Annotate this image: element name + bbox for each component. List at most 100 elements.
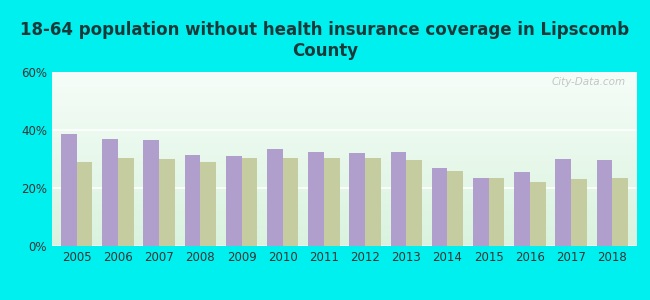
Bar (52, 149, 637, 150)
Bar (52, 122, 637, 123)
Bar (52, 199, 637, 200)
Bar (597, 160, 612, 246)
Bar (52, 72, 637, 73)
Bar (52, 123, 637, 124)
Bar (447, 171, 463, 246)
Bar (52, 73, 637, 74)
Bar (52, 80, 637, 81)
Bar (52, 157, 637, 158)
Bar (52, 220, 637, 221)
Bar (52, 93, 637, 94)
Bar (52, 174, 637, 175)
Bar (52, 173, 637, 174)
Bar (52, 233, 637, 234)
Bar (52, 126, 637, 127)
Bar (52, 153, 637, 154)
Bar (52, 92, 637, 93)
Bar (52, 245, 637, 246)
Bar (52, 232, 637, 233)
Bar (52, 212, 637, 213)
Bar (52, 154, 637, 155)
Bar (52, 139, 637, 140)
Bar (52, 103, 637, 104)
Bar (52, 172, 637, 173)
Bar (52, 132, 637, 133)
Bar (52, 85, 637, 86)
Bar (52, 211, 637, 212)
Bar (52, 138, 637, 139)
Bar (52, 161, 637, 162)
Bar (52, 209, 637, 210)
Bar (200, 162, 216, 246)
Bar (52, 240, 637, 241)
Bar (52, 236, 637, 237)
Bar (52, 228, 637, 229)
Bar (52, 86, 637, 87)
Bar (52, 116, 637, 117)
Bar (267, 149, 283, 246)
Bar (324, 158, 339, 246)
Bar (52, 203, 637, 204)
Bar (52, 133, 637, 134)
Bar (489, 178, 504, 246)
Bar (52, 169, 637, 170)
Bar (52, 97, 637, 98)
Bar (52, 237, 637, 238)
Bar (52, 219, 637, 220)
Bar (52, 162, 637, 163)
Bar (283, 158, 298, 246)
Bar (52, 106, 637, 107)
Bar (52, 75, 637, 76)
Bar (52, 114, 637, 115)
Bar (52, 154, 637, 155)
Bar (52, 125, 637, 126)
Bar (52, 108, 637, 109)
Bar (52, 87, 637, 88)
Bar (52, 160, 637, 161)
Bar (52, 91, 637, 92)
Bar (52, 225, 637, 226)
Bar (52, 115, 637, 116)
Bar (52, 195, 637, 196)
Bar (52, 148, 637, 149)
Bar (571, 179, 587, 246)
Bar (52, 192, 637, 193)
Bar (52, 102, 637, 103)
Bar (52, 117, 637, 118)
Bar (52, 178, 637, 179)
Bar (52, 168, 637, 169)
Bar (52, 119, 637, 120)
Bar (52, 238, 637, 239)
Bar (102, 139, 118, 246)
Bar (52, 121, 637, 122)
Bar (52, 179, 637, 180)
Bar (52, 171, 637, 172)
Bar (52, 183, 637, 184)
Bar (52, 159, 637, 160)
Bar (52, 100, 637, 101)
Bar (52, 182, 637, 183)
Bar (52, 163, 637, 164)
Bar (52, 143, 637, 144)
Bar (52, 244, 637, 245)
Bar (52, 101, 637, 102)
Bar (52, 129, 637, 130)
Bar (52, 224, 637, 225)
Bar (52, 112, 637, 113)
Bar (52, 215, 637, 216)
Bar (52, 137, 637, 138)
Bar (52, 128, 637, 129)
Bar (52, 76, 637, 77)
Bar (52, 198, 637, 199)
Bar (52, 155, 637, 156)
Bar (432, 168, 447, 246)
Bar (52, 206, 637, 207)
Bar (52, 81, 637, 82)
Bar (52, 88, 637, 89)
Bar (52, 202, 637, 203)
Bar (52, 134, 637, 135)
Bar (52, 204, 637, 205)
Bar (52, 146, 637, 147)
Bar (52, 213, 637, 214)
Bar (52, 166, 637, 167)
